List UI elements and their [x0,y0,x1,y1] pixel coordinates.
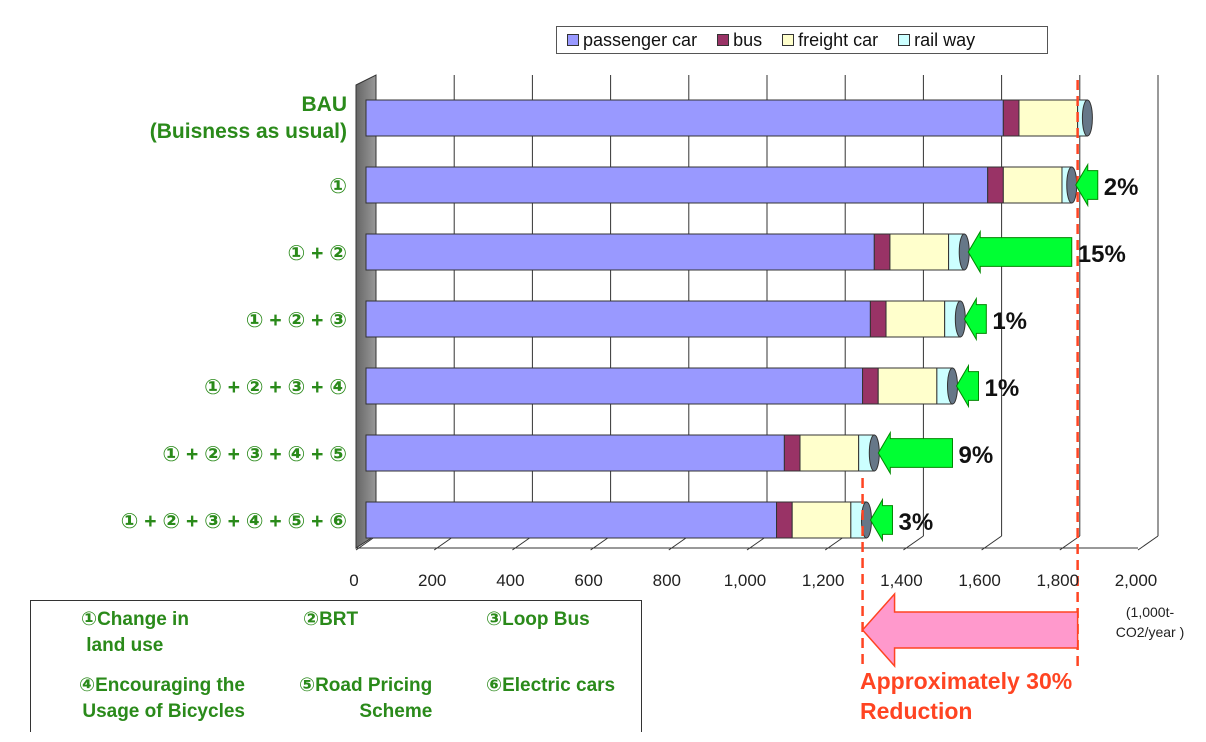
legend-item-freight-car: freight car [782,30,878,51]
bars [365,99,1093,539]
legend-item-passenger-car: passenger car [567,30,697,51]
bar-segment [987,166,1004,204]
reduction-arrows: 2% 15% 1% 1% 9% 3% [869,162,1139,543]
legend-swatch [898,34,911,46]
legend-swatch [782,34,795,46]
bar-segment [365,233,875,271]
legend-swatch [717,34,730,46]
bar-segment [1018,99,1079,137]
x-tick-label: 1,400 [880,571,923,590]
bar-segment [799,434,860,472]
x-tick-label: 200 [418,571,446,590]
x-tick-label: 2,000 [1115,571,1158,590]
key-item-bicycles: ④Encouraging the Usage of Bicycles [79,675,245,722]
legend-swatch [567,34,579,46]
x-tick-label: 1,000 [724,571,767,590]
reduction-arrow [963,296,987,342]
legend-label: freight car [798,29,879,50]
reduction-annotation [861,592,1079,668]
category-labels: BAU (Buisness as usual) ① ① + ② ① + ② + ③ ① +… [121,93,347,533]
bar-segment [889,233,950,271]
reduction-arrow [869,497,893,543]
category-label: ① + ② + ③ [246,309,347,332]
x-tick-labels: 0 200 400 600 800 1,000 1,200 1,400 1,600 1,800 2,… [349,571,1157,590]
bar-segment [365,99,1004,137]
x-tick-label: 600 [574,571,602,590]
bar-segment [791,501,852,539]
reduction-label: Approximately 30% Reduction [860,668,1073,724]
bar-segment [365,501,778,539]
reduction-arrow [955,363,979,409]
legend-label: passenger car [583,29,698,50]
bar-segment [365,367,864,405]
legend-item-rail-way: rail way [898,30,975,51]
reduction-label: 2% [1104,174,1139,201]
category-label: ① [329,175,347,198]
x-axis-unit: (1,000t- CO2/year ) [1115,604,1185,640]
reduction-arrow [877,430,953,476]
reduction-big-arrow [861,592,1079,668]
measure-key-box: ①Change in land use ②BRT ③Loop Bus ④Enco… [30,600,642,732]
reduction-label: 1% [992,308,1027,335]
reduction-label: 1% [985,375,1020,402]
bar-segment [365,434,785,472]
bar-segment [862,367,879,405]
reduction-label: 3% [898,509,933,536]
key-item-brt: ②BRT [303,609,359,630]
bar-segment [783,434,801,472]
x-tick-label: 1,600 [958,571,1001,590]
reduction-label: 15% [1078,241,1126,268]
category-label: (Buisness as usual) [150,120,347,143]
bar-segment [873,233,891,271]
key-item-loop-bus: ③Loop Bus [486,609,590,630]
x-tick-label: 400 [496,571,524,590]
legend-item-bus: bus [717,30,762,51]
bar-segment [877,367,938,405]
reduction-arrow [1075,162,1099,208]
legend-label: rail way [914,29,976,50]
bar-segment [869,300,887,338]
category-label: ① + ② + ③ + ④ + ⑤ [162,443,347,466]
reduction-arrow [967,229,1073,275]
category-label: ① + ② + ③ + ④ + ⑤ + ⑥ [121,510,347,533]
category-label: ① + ② [288,242,348,265]
legend-label: bus [733,29,763,50]
bar-segment [365,300,871,338]
key-item-land-use: ①Change in land use [81,609,189,656]
legend: passenger car bus freight car rail way [556,26,1048,54]
category-label: ① + ② + ③ + ④ [204,376,347,399]
reduction-label: 9% [959,442,994,469]
x-tick-label: 1,200 [802,571,845,590]
x-tick-label: 800 [653,571,681,590]
bar-segment [776,501,793,539]
bar-segment [885,300,946,338]
key-item-electric-cars: ⑥Electric cars [486,675,616,696]
category-label: BAU [302,93,348,116]
key-item-road-pricing: ⑤Road Pricing Scheme [299,675,433,722]
grid-foot [1137,535,1159,551]
reference-lines [861,80,1079,666]
bar-segment [1002,99,1020,137]
bar-segment [1002,166,1063,204]
bar-segment [365,166,989,204]
bar-end-cap [1081,99,1093,137]
x-tick-label: 0 [349,571,358,590]
x-tick-label: 1,800 [1037,571,1080,590]
